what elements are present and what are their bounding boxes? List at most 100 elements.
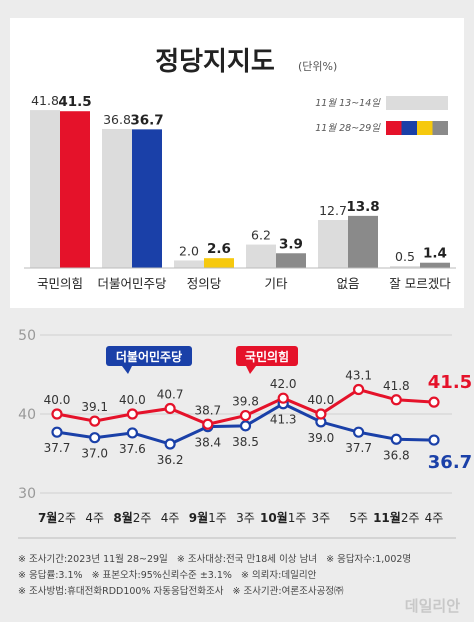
value-label-ppp-9: 41.8 bbox=[383, 379, 410, 393]
sampling-error: ※ 표본오차:95%신뢰수준 ±3.1% bbox=[91, 570, 232, 581]
x-label-4: 9월1주 bbox=[189, 510, 227, 525]
point-ppp-8 bbox=[353, 383, 365, 396]
callout-democratic-pointer bbox=[122, 366, 132, 374]
bar-curr-1 bbox=[132, 129, 162, 268]
point-democratic-2 bbox=[126, 427, 138, 439]
category-label-2: 정의당 bbox=[187, 276, 222, 291]
category-label-5: 잘 모르겠다 bbox=[389, 276, 451, 291]
x-label-8: 5주 bbox=[349, 511, 368, 525]
bar-prev-0 bbox=[30, 110, 60, 268]
bar-prev-5 bbox=[390, 266, 420, 268]
value-label-democratic-7: 39.0 bbox=[308, 431, 335, 445]
legend-label-prev: 11월 13~14일 bbox=[315, 98, 381, 109]
bar-label-curr-1: 36.7 bbox=[130, 112, 163, 128]
x-label-week-9: 2주 bbox=[401, 511, 420, 525]
bar-prev-4 bbox=[318, 220, 348, 268]
point-democratic-0 bbox=[51, 426, 63, 438]
survey-target: ※ 조사대상:전국 만18세 이상 남녀 bbox=[176, 554, 318, 565]
point-ppp-9 bbox=[390, 394, 402, 406]
point-ppp-1 bbox=[89, 415, 101, 427]
x-label-month-9: 11월 bbox=[373, 510, 401, 525]
bar-curr-4 bbox=[348, 215, 378, 268]
point-ppp-10 bbox=[428, 396, 440, 408]
bar-prev-2 bbox=[174, 260, 204, 268]
legend-swatch-curr-3 bbox=[432, 121, 448, 135]
legend-swatch-curr-2 bbox=[417, 121, 433, 135]
value-label-democratic-6: 41.3 bbox=[270, 413, 297, 427]
bar-curr-0 bbox=[60, 111, 90, 268]
bar-prev-1 bbox=[102, 128, 132, 268]
x-label-month-0: 7월 bbox=[38, 510, 57, 525]
bar-label-prev-2: 2.0 bbox=[179, 243, 199, 258]
point-ppp-6 bbox=[277, 392, 289, 404]
y-tick-30: 30 bbox=[18, 486, 36, 502]
point-democratic-8 bbox=[353, 426, 365, 438]
survey-notes: ※ 조사기간:2023년 11월 28~29일 ※ 조사대상:전국 만18세 이… bbox=[18, 552, 458, 600]
x-label-month-2: 8월 bbox=[113, 510, 132, 525]
chart-title: 정당지지도 bbox=[155, 47, 275, 77]
point-ppp-2 bbox=[126, 408, 138, 420]
x-label-week-1: 4주 bbox=[85, 511, 104, 525]
point-democratic-10 bbox=[428, 434, 440, 446]
x-label-2: 8월2주 bbox=[113, 510, 151, 525]
category-label-0: 국민의힘 bbox=[37, 276, 83, 291]
category-label-1: 더불어민주당 bbox=[97, 276, 167, 291]
bar-label-prev-5: 0.5 bbox=[395, 249, 415, 264]
callout-democratic-box bbox=[106, 346, 192, 366]
point-ppp-7 bbox=[315, 408, 327, 420]
value-label-ppp-3: 40.7 bbox=[157, 387, 184, 401]
survey-method: ※ 조사방법:휴대전화RDD100% 자동응답전화조사 bbox=[18, 586, 224, 597]
value-label-ppp-7: 40.0 bbox=[308, 393, 335, 407]
x-label-week-2: 2주 bbox=[133, 511, 152, 525]
point-ppp-5 bbox=[239, 409, 252, 422]
x-label-month-6: 10월 bbox=[260, 510, 288, 525]
value-label-democratic-8: 37.7 bbox=[345, 441, 372, 455]
callout-ppp-pointer bbox=[246, 366, 256, 374]
value-label-ppp-0: 40.0 bbox=[44, 393, 71, 407]
bar-label-prev-4: 12.7 bbox=[319, 203, 347, 218]
x-label-7: 3주 bbox=[312, 511, 331, 525]
value-label-democratic-10: 36.7 bbox=[428, 452, 472, 473]
bar-label-curr-3: 3.9 bbox=[279, 236, 303, 252]
value-label-ppp-4: 38.7 bbox=[194, 403, 221, 417]
y-tick-40: 40 bbox=[18, 407, 36, 423]
value-label-ppp-1: 39.1 bbox=[81, 400, 108, 414]
bar-label-curr-5: 1.4 bbox=[423, 246, 447, 262]
bar-label-curr-4: 13.8 bbox=[346, 199, 379, 215]
x-label-week-7: 3주 bbox=[312, 511, 331, 525]
x-label-month-4: 9월 bbox=[189, 510, 208, 525]
bar-label-curr-0: 41.5 bbox=[58, 94, 91, 110]
x-label-0: 7월2주 bbox=[38, 510, 76, 525]
x-label-5: 3주 bbox=[236, 511, 255, 525]
category-label-4: 없음 bbox=[336, 276, 359, 291]
line-chart: 30 40 50 40.0 37.7 39.1 37.0 40.0 37.6 40.7 36.2 38… bbox=[18, 328, 472, 539]
point-democratic-9 bbox=[390, 433, 402, 445]
value-label-democratic-4: 38.4 bbox=[194, 436, 221, 450]
x-label-3: 4주 bbox=[161, 511, 180, 525]
survey-period: ※ 조사기간:2023년 11월 28~29일 bbox=[18, 554, 168, 565]
x-label-week-3: 4주 bbox=[161, 511, 180, 525]
value-label-ppp-2: 40.0 bbox=[119, 393, 146, 407]
point-democratic-3 bbox=[164, 438, 176, 450]
point-democratic-5 bbox=[239, 420, 252, 432]
legend-label-curr: 11월 28~29일 bbox=[315, 123, 381, 134]
point-ppp-4 bbox=[202, 418, 214, 430]
respondents-count: ※ 응답자수:1,002명 bbox=[326, 554, 412, 565]
value-label-democratic-2: 37.6 bbox=[119, 442, 146, 456]
y-tick-50: 50 bbox=[18, 328, 36, 344]
value-label-democratic-9: 36.8 bbox=[383, 448, 410, 462]
x-label-week-10: 4주 bbox=[425, 511, 444, 525]
x-label-week-0: 2주 bbox=[57, 511, 76, 525]
survey-notes-row-1: ※ 조사기간:2023년 11월 28~29일 ※ 조사대상:전국 만18세 이… bbox=[18, 552, 458, 568]
bar-label-prev-0: 41.8 bbox=[31, 93, 59, 108]
value-label-ppp-6: 42.0 bbox=[270, 377, 297, 391]
value-label-democratic-0: 37.7 bbox=[44, 441, 71, 455]
bar-curr-2 bbox=[204, 258, 234, 268]
x-label-week-5: 3주 bbox=[236, 511, 255, 525]
survey-notes-row-3: ※ 조사방법:휴대전화RDD100% 자동응답전화조사 ※ 조사기관:여론조사공… bbox=[18, 584, 458, 600]
point-ppp-0 bbox=[51, 408, 63, 420]
legend-swatch-curr-1 bbox=[401, 121, 417, 135]
value-label-democratic-1: 37.0 bbox=[81, 447, 108, 461]
value-label-ppp-10: 41.5 bbox=[428, 372, 472, 393]
